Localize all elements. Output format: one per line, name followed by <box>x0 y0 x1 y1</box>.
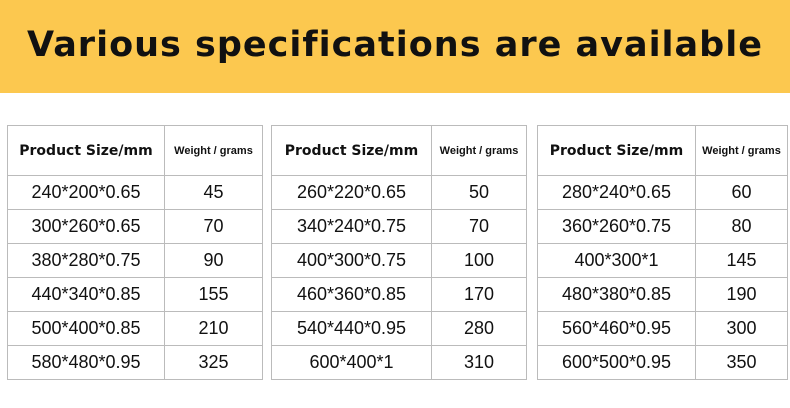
size-cell: 280*240*0.65 <box>537 175 696 210</box>
size-cell: 500*400*0.85 <box>7 311 165 346</box>
size-cell: 480*380*0.85 <box>537 277 696 312</box>
size-cell: 600*400*1 <box>271 345 432 380</box>
weight-cell: 60 <box>695 175 788 210</box>
size-cell: 360*260*0.75 <box>537 209 696 244</box>
weight-cell: 100 <box>431 243 527 278</box>
header-row: Product Size/mm Weight / grams <box>537 125 788 176</box>
table-row: 480*380*0.85 190 <box>537 277 788 312</box>
table-row: 380*280*0.75 90 <box>7 243 263 278</box>
table-row: 600*500*0.95 350 <box>537 345 788 380</box>
table-row: 240*200*0.65 45 <box>7 175 263 210</box>
column-header: Weight / grams <box>164 125 263 176</box>
size-cell: 540*440*0.95 <box>271 311 432 346</box>
table-row: 560*460*0.95 300 <box>537 311 788 346</box>
banner <box>0 0 790 93</box>
size-cell: 260*220*0.65 <box>271 175 432 210</box>
weight-cell: 145 <box>695 243 788 278</box>
table-row: 540*440*0.95 280 <box>271 311 527 346</box>
size-cell: 340*240*0.75 <box>271 209 432 244</box>
weight-cell: 90 <box>164 243 263 278</box>
header-row: Product Size/mm Weight / grams <box>271 125 527 176</box>
table-row: 460*360*0.85 170 <box>271 277 527 312</box>
size-cell: 380*280*0.75 <box>7 243 165 278</box>
table-row: 400*300*1 145 <box>537 243 788 278</box>
column-header: Weight / grams <box>695 125 788 176</box>
weight-cell: 70 <box>164 209 263 244</box>
table-row: 400*300*0.75 100 <box>271 243 527 278</box>
size-cell: 400*300*1 <box>537 243 696 278</box>
weight-cell: 80 <box>695 209 788 244</box>
weight-cell: 170 <box>431 277 527 312</box>
table-row: 280*240*0.65 60 <box>537 175 788 210</box>
column-header: Product Size/mm <box>537 125 696 176</box>
size-cell: 560*460*0.95 <box>537 311 696 346</box>
weight-cell: 280 <box>431 311 527 346</box>
weight-cell: 350 <box>695 345 788 380</box>
weight-cell: 325 <box>164 345 263 380</box>
page-title: Various specifications are available <box>27 25 763 65</box>
spec-table: Product Size/mm Weight / grams 240*200*0.6… <box>7 125 263 380</box>
size-cell: 300*260*0.65 <box>7 209 165 244</box>
size-cell: 240*200*0.65 <box>7 175 165 210</box>
weight-cell: 210 <box>164 311 263 346</box>
table-row: 300*260*0.65 70 <box>7 209 263 244</box>
spec-table: Product Size/mm Weight / grams 280*240*0.6… <box>537 125 788 380</box>
weight-cell: 155 <box>164 277 263 312</box>
size-cell: 400*300*0.75 <box>271 243 432 278</box>
column-header: Weight / grams <box>431 125 527 176</box>
weight-cell: 50 <box>431 175 527 210</box>
header-row: Product Size/mm Weight / grams <box>7 125 263 176</box>
weight-cell: 310 <box>431 345 527 380</box>
column-header: Product Size/mm <box>271 125 432 176</box>
table-row: 260*220*0.65 50 <box>271 175 527 210</box>
table-row: 500*400*0.85 210 <box>7 311 263 346</box>
table-row: 440*340*0.85 155 <box>7 277 263 312</box>
size-cell: 600*500*0.95 <box>537 345 696 380</box>
table-row: 360*260*0.75 80 <box>537 209 788 244</box>
weight-cell: 45 <box>164 175 263 210</box>
column-header: Product Size/mm <box>7 125 165 176</box>
size-cell: 580*480*0.95 <box>7 345 165 380</box>
size-cell: 440*340*0.85 <box>7 277 165 312</box>
table-row: 600*400*1 310 <box>271 345 527 380</box>
table-row: 340*240*0.75 70 <box>271 209 527 244</box>
weight-cell: 300 <box>695 311 788 346</box>
table-row: 580*480*0.95 325 <box>7 345 263 380</box>
weight-cell: 70 <box>431 209 527 244</box>
weight-cell: 190 <box>695 277 788 312</box>
spec-table: Product Size/mm Weight / grams 260*220*0.6… <box>271 125 527 380</box>
size-cell: 460*360*0.85 <box>271 277 432 312</box>
